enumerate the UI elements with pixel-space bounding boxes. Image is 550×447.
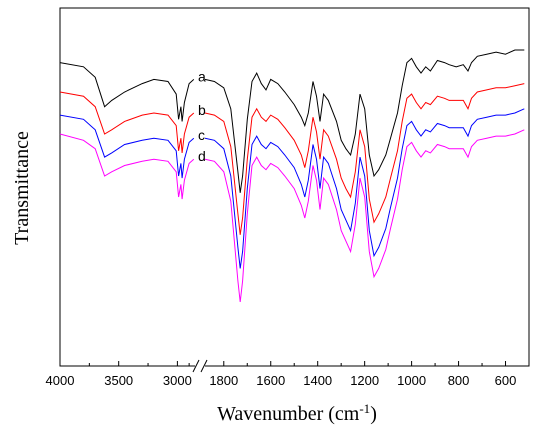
axis-break-gap: [195, 363, 205, 369]
series-line-b-high: [59, 91, 195, 153]
x-tick-label-3500: 3500: [104, 373, 133, 388]
series-label-b: b: [198, 102, 206, 118]
series-labels: a bcd: [198, 68, 206, 164]
x-axis-title: Wavenumber (cm-1): [217, 401, 377, 426]
x-tick-label-1000: 1000: [397, 373, 426, 388]
series-line-d-high: [59, 133, 195, 200]
series-line-b-low: [204, 83, 525, 235]
series-label-d: d: [198, 148, 206, 164]
series-line-c-high: [59, 114, 195, 179]
x-tick-label-4000: 4000: [46, 373, 75, 388]
x-tick-label-1600: 1600: [256, 373, 285, 388]
x-axis-title-main: Wavenumber (cm: [217, 403, 360, 425]
axis-break-slash-1: [192, 359, 200, 373]
y-axis-title: Transmittance: [11, 131, 33, 245]
x-axis-title-superscript: -1: [359, 401, 370, 416]
x-tick-label-1200: 1200: [350, 373, 379, 388]
series-lines: [59, 49, 525, 303]
series-line-a-high: [59, 62, 195, 122]
x-tick-label-800: 800: [448, 373, 470, 388]
series-label-c: c: [198, 127, 205, 143]
x-tick-label-600: 600: [495, 373, 517, 388]
series-line-c-low: [204, 108, 525, 269]
series-label-a: a: [198, 68, 206, 84]
x-axis-ticks: 4000 3500 3000 1800 1600 1400 1200 1000 800 600: [46, 361, 517, 388]
series-line-d-low: [204, 129, 525, 303]
x-tick-label-3000: 3000: [163, 373, 192, 388]
x-tick-label-1800: 1800: [209, 373, 238, 388]
axis-break-slash-2: [200, 359, 208, 373]
axis-break-mark: [192, 359, 208, 373]
x-tick-label-1400: 1400: [303, 373, 332, 388]
plot-frame: [59, 7, 530, 367]
x-axis-title-close: ): [370, 403, 377, 425]
series-line-a-low: [204, 49, 525, 193]
